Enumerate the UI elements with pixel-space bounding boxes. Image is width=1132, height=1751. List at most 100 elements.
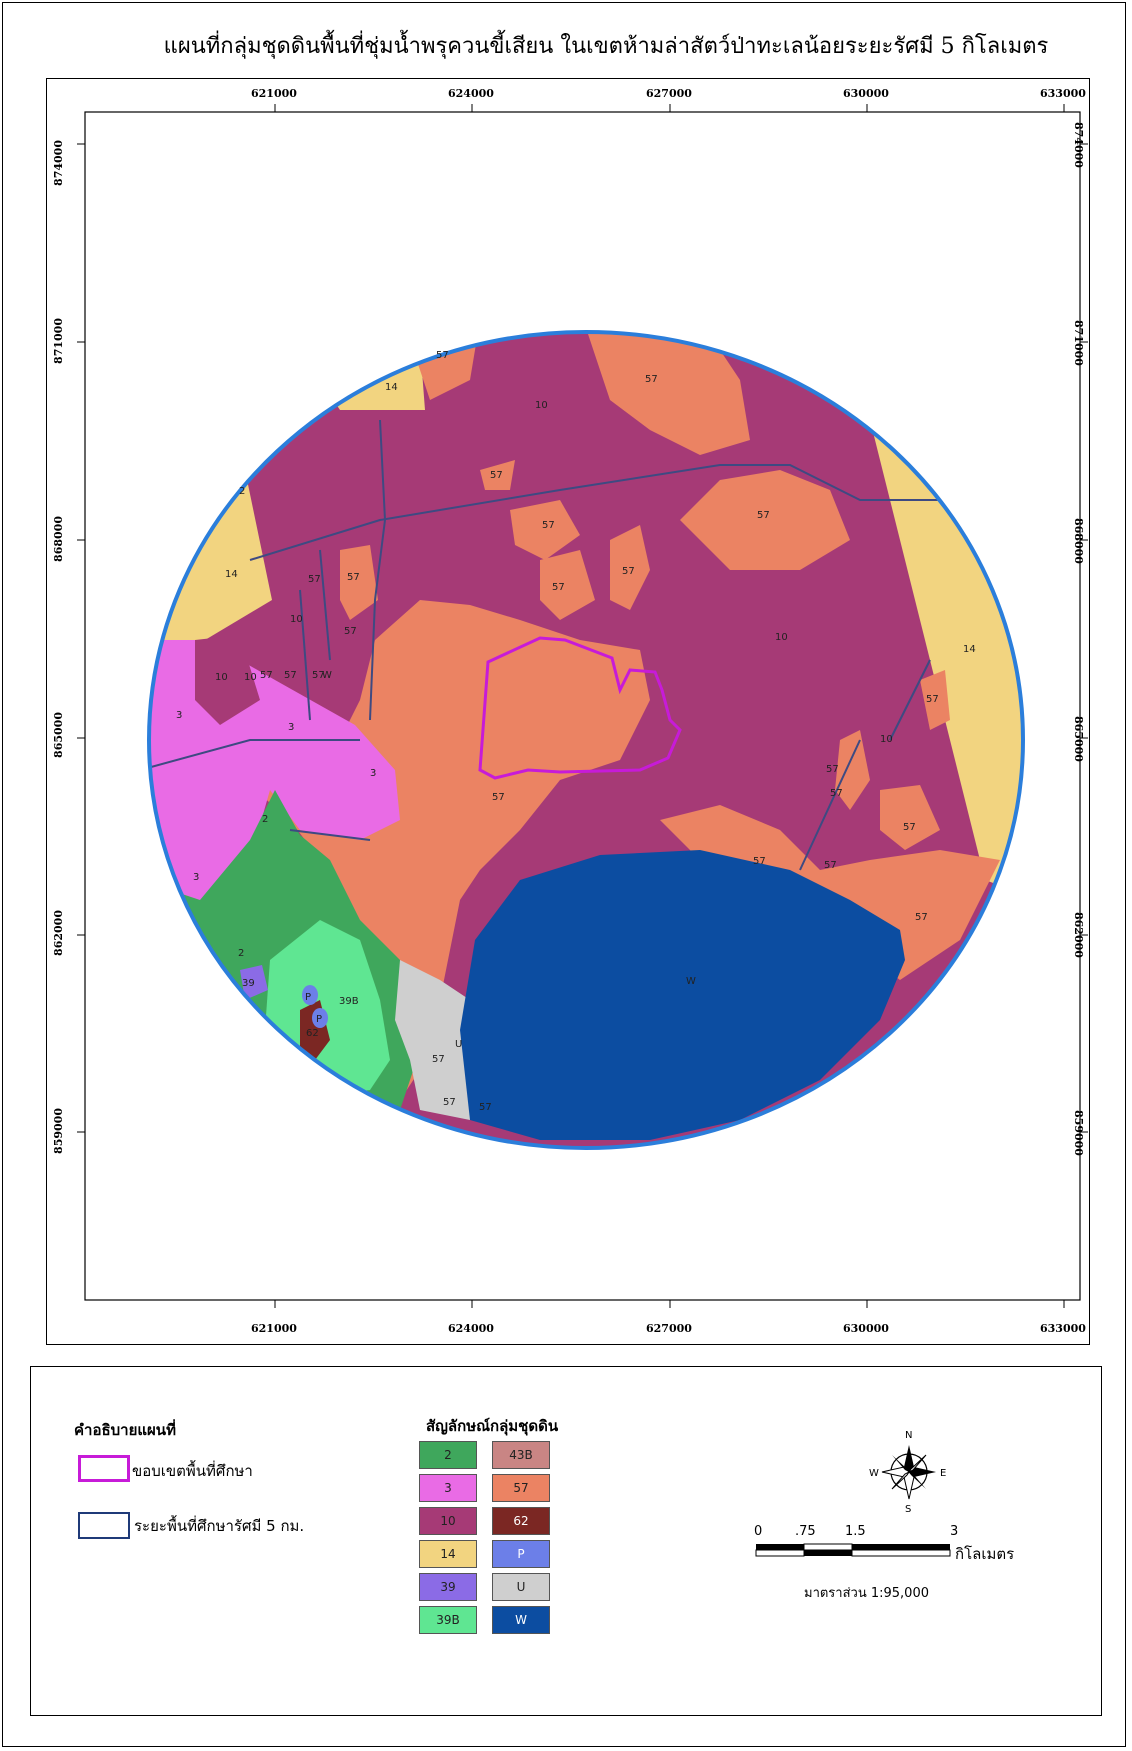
legend-panel: [30, 1366, 1102, 1716]
scale-tick-3: 3: [950, 1524, 959, 1539]
map-label-10: 10: [244, 672, 257, 683]
map-description-title: คำอธิบายแผนที่: [74, 1421, 176, 1439]
map-label-57: 57: [312, 670, 325, 681]
soil-57-area: [540, 550, 595, 620]
map-label-57: 57: [753, 856, 766, 867]
y-tick-right: 874000: [1072, 122, 1085, 168]
map-label-10: 10: [880, 734, 893, 745]
inner-neatline: [84, 111, 1081, 1301]
map-label-U: U: [455, 1039, 462, 1050]
soil-3-area: [149, 640, 400, 930]
map-label-14: 14: [385, 382, 398, 393]
soil-U-area: [395, 960, 470, 1120]
map-label-10: 10: [775, 632, 788, 643]
study-radius-label: ระยะพื้นที่ศึกษารัศมี 5 กม.: [134, 1517, 305, 1535]
scale-ratio: มาตราส่วน 1:95,000: [804, 1586, 929, 1601]
soil-10-area: [195, 635, 260, 725]
x-tick-bottom: 627000: [646, 1322, 692, 1335]
map-label-2: 2: [239, 486, 245, 497]
roads: [149, 419, 945, 871]
soil-swatch-62: 62: [492, 1507, 550, 1535]
study-area-boundary: [478, 636, 682, 780]
soil-57-area: [835, 730, 870, 810]
map-label-57: 57: [344, 626, 357, 637]
scale-tick-075: .75: [795, 1524, 816, 1539]
map-label-P: P: [316, 1014, 322, 1025]
map-label-3: 3: [288, 722, 294, 733]
soil-swatch-P: P: [492, 1540, 550, 1568]
soil-W-area: [460, 850, 905, 1140]
map-label-57: 57: [926, 694, 939, 705]
map-label-57: 57: [542, 520, 555, 531]
soil-P-area: [312, 1008, 328, 1028]
y-tick-right: 862000: [1072, 912, 1085, 958]
scale-tick-0: 0: [754, 1524, 763, 1539]
map-label-group: 10 10 10 10 10 10 14 14 14 57 57 57 57 5…: [176, 350, 976, 1113]
y-tick-right: 859000: [1072, 1110, 1085, 1156]
x-tick-bottom: 633000: [1040, 1322, 1086, 1335]
map-label-62: 62: [306, 1028, 319, 1039]
map-label-39: 39: [242, 978, 255, 989]
map-label-57: 57: [479, 1102, 492, 1113]
west-label: W: [869, 1468, 879, 1479]
map-title: แผนที่กลุ่มชุดดินพื้นที่ชุ่มน้ำพรุควนขี้…: [163, 34, 1049, 59]
map-label-3: 3: [370, 768, 376, 779]
y-tick-right: 865000: [1072, 716, 1085, 762]
map-label-57: 57: [347, 572, 360, 583]
x-tick-top: 633000: [1040, 87, 1086, 100]
x-tick-bottom: 621000: [251, 1322, 297, 1335]
scale-tick-15: 1.5: [845, 1524, 866, 1539]
map-label-10: 10: [215, 672, 228, 683]
soil-polygons: [149, 332, 1023, 1148]
soil-57-area: [610, 525, 650, 610]
map-label-57: 57: [903, 822, 916, 833]
map-label-14: 14: [963, 644, 976, 655]
map-label-57: 57: [284, 670, 297, 681]
map-label-57: 57: [492, 792, 505, 803]
map-label-3: 3: [193, 872, 199, 883]
map-label-10: 10: [290, 614, 303, 625]
soil-swatch-10: 10: [419, 1507, 477, 1535]
map-label-57: 57: [552, 582, 565, 593]
map-label-57: 57: [915, 912, 928, 923]
soil-57-area: [510, 500, 580, 560]
scale-unit: กิโลเมตร: [955, 1545, 1015, 1563]
soil-39-area: [240, 965, 268, 1000]
soil-57-area: [920, 670, 950, 730]
study-boundary-swatch: [78, 1455, 130, 1482]
y-tick-right: 871000: [1072, 320, 1085, 366]
soil-swatch-2: 2: [419, 1441, 477, 1469]
soil-swatch-3: 3: [419, 1474, 477, 1502]
map-label-57: 57: [436, 350, 449, 361]
scale-bar: [755, 1543, 951, 1557]
study-radius-swatch: [78, 1512, 130, 1539]
x-tick-top: 621000: [251, 87, 297, 100]
soil-P-area: [302, 985, 318, 1005]
map-label-2: 2: [238, 948, 244, 959]
x-tick-bottom: 630000: [843, 1322, 889, 1335]
soil-legend-title: สัญลักษณ์กลุ่มชุดดิน: [426, 1417, 559, 1435]
map-label-W: W: [686, 976, 696, 987]
tick-marks: [77, 104, 1088, 1308]
south-label: S: [905, 1504, 911, 1515]
map-label-P: P: [305, 992, 311, 1003]
map-frame: [46, 78, 1090, 1345]
y-tick-right: 868000: [1072, 518, 1085, 564]
map-label-10: 10: [535, 400, 548, 411]
soil-swatch-U: U: [492, 1573, 550, 1601]
map-label-57: 57: [757, 510, 770, 521]
map-label-3: 3: [176, 710, 182, 721]
map-label-57: 57: [824, 860, 837, 871]
study-radius-circle: [147, 330, 1025, 1150]
map-label-57: 57: [443, 1097, 456, 1108]
map-label-57: 57: [645, 374, 658, 385]
map-label-57: 57: [432, 1054, 445, 1065]
soil-57-area: [880, 785, 940, 850]
soil-swatch-39: 39: [419, 1573, 477, 1601]
north-label: N: [905, 1430, 912, 1441]
map-label-57: 57: [622, 566, 635, 577]
x-tick-top: 624000: [448, 87, 494, 100]
soil-57-area: [480, 460, 515, 490]
soil-swatch-43B: 43B: [492, 1441, 550, 1469]
map-label-57: 57: [830, 788, 843, 799]
